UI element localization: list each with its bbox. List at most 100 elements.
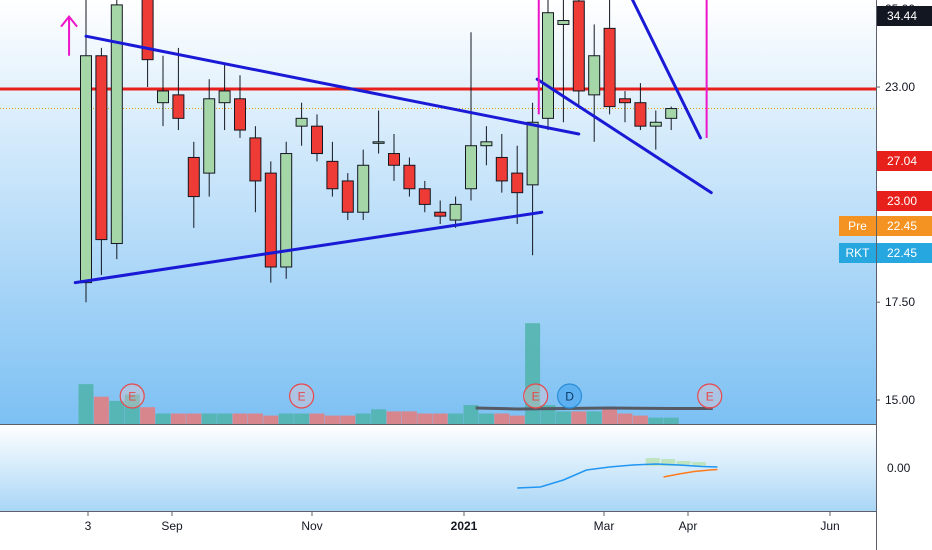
volume-bars: [78, 323, 713, 424]
volume-bar: [525, 323, 541, 424]
event-label: E: [298, 390, 306, 404]
candle-body: [157, 90, 169, 104]
candle-body: [95, 55, 108, 241]
candle-body: [542, 12, 554, 119]
event-label: D: [565, 390, 574, 404]
y-tick-label: 17.50: [885, 295, 915, 309]
candle-body: [187, 156, 200, 198]
price-tag-value: 27.04: [887, 154, 917, 168]
volume-bar: [432, 413, 448, 424]
candle-body: [141, 0, 154, 61]
price-tag-value: 22.45: [887, 246, 917, 260]
y-tick-label: 23.00: [885, 80, 915, 94]
earnings-marker[interactable]: E: [697, 383, 723, 409]
x-tick-label: Mar: [594, 519, 615, 533]
indicator-histogram-bar: [661, 459, 676, 466]
volume-bar: [602, 409, 618, 424]
earnings-marker[interactable]: E: [289, 383, 315, 409]
candle-body: [110, 4, 123, 245]
horizontal-levels: [0, 87, 876, 110]
volume-bar: [478, 413, 494, 424]
candle-body: [418, 188, 431, 205]
volume-bar: [509, 415, 525, 424]
volume-bar: [355, 413, 371, 424]
volume-bar: [140, 407, 156, 424]
candle-body: [295, 117, 308, 127]
earnings-marker[interactable]: E: [523, 383, 549, 409]
candle-body: [495, 156, 508, 182]
candle-body: [234, 98, 246, 131]
candle-body: [603, 27, 616, 108]
price-tag: 34.44: [877, 6, 932, 26]
volume-bar: [124, 394, 140, 424]
indicator-histogram-bar: [645, 458, 660, 466]
x-tick-label: 2021: [451, 519, 478, 533]
candle-body: [665, 108, 678, 119]
price-tags: 34.44 27.04 23.00 Pre 22.45 RKT 22.45: [839, 6, 932, 263]
x-tick-label: Nov: [301, 519, 322, 533]
volume-bar: [294, 413, 310, 424]
volume-bar: [109, 400, 125, 424]
earnings-marker[interactable]: E: [119, 383, 145, 409]
target-arrows: [60, 0, 708, 138]
candle-body: [649, 121, 662, 127]
candle-body: [526, 121, 539, 186]
trendline: [630, 0, 702, 140]
indicator-lines: [517, 458, 718, 489]
volume-bar: [247, 413, 263, 424]
price-tag: Pre 22.45: [839, 216, 932, 236]
candle-body: [557, 20, 570, 25]
price-tag-symbol: RKT: [846, 246, 871, 260]
volume-bar: [201, 413, 217, 424]
price-tag-value: 23.00: [887, 194, 917, 208]
volume-bar: [232, 413, 248, 424]
candle-body: [218, 90, 231, 104]
price-tag: RKT 22.45: [839, 243, 932, 263]
candle-body: [511, 172, 524, 194]
price-tag: 27.04: [877, 151, 932, 171]
volume-bar: [494, 413, 510, 424]
indicator-line-blue: [517, 463, 718, 489]
x-tick-label: Sep: [161, 519, 183, 533]
price-tag: 23.00: [877, 191, 932, 211]
target-arrow: [705, 0, 708, 138]
volume-bar: [340, 415, 356, 424]
volume-bar: [155, 413, 171, 424]
candles: [80, 0, 678, 303]
volume-bar: [648, 417, 664, 424]
trendline: [535, 77, 713, 195]
price-tag-value: 22.45: [887, 219, 917, 233]
target-arrow: [537, 0, 540, 115]
volume-bar: [663, 417, 679, 424]
volume-bar: [448, 413, 464, 424]
candle-body: [388, 153, 400, 166]
candle-body: [465, 145, 477, 190]
trendline: [73, 210, 544, 285]
event-label: E: [532, 390, 540, 404]
y-tick-label: 15.00: [885, 393, 915, 407]
indicator-pane-background: [0, 425, 876, 511]
volume-bar: [632, 415, 648, 424]
volume-ma-line: [475, 406, 713, 411]
x-tick-label: 3: [85, 519, 92, 533]
candle-body: [249, 137, 262, 182]
candle-body: [434, 211, 447, 217]
candle-body: [372, 141, 385, 144]
volume-bar: [617, 413, 633, 424]
event-label: E: [706, 390, 714, 404]
trendlines: [73, 0, 713, 285]
dividend-marker[interactable]: D: [556, 383, 583, 409]
x-axis: 3 Sep Nov 2021 Mar Apr Jun: [85, 512, 840, 533]
candle-body: [280, 153, 293, 268]
target-arrow: [60, 15, 78, 56]
volume-bar: [401, 411, 417, 424]
x-tick-label: Jun: [820, 519, 839, 533]
volume-bar: [555, 411, 571, 424]
candle-body: [311, 125, 323, 155]
volume-bar: [186, 413, 202, 424]
volume-bar: [371, 409, 387, 424]
candle-body: [341, 180, 354, 213]
indicator-histogram-bar: [691, 462, 706, 466]
